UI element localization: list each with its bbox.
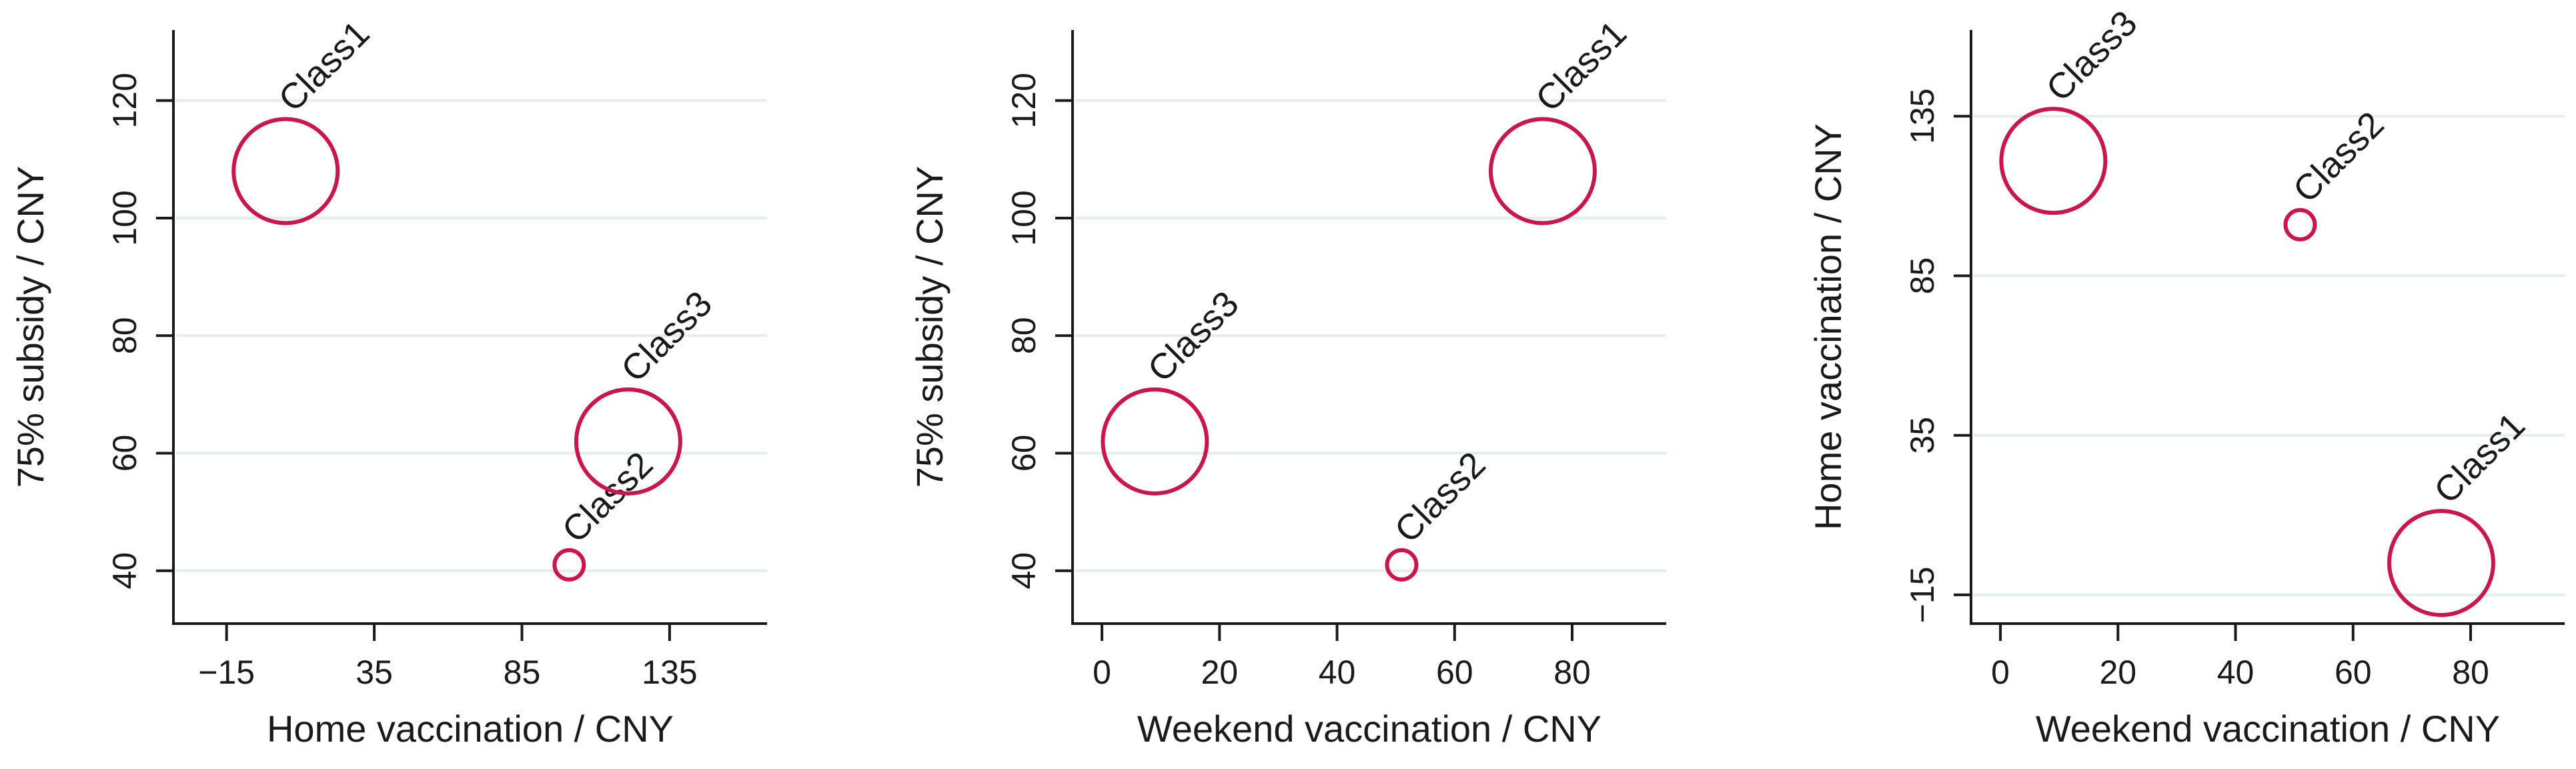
panel-3-ylabel: Home vaccination / CNY xyxy=(1807,123,1849,530)
panel-2-x-tick-label: 60 xyxy=(1436,654,1473,691)
panel-2-y-tick-label: 60 xyxy=(1005,435,1043,472)
panel-1-bubble-class2 xyxy=(552,548,586,582)
panel-2-x-tick-label: 20 xyxy=(1201,654,1238,691)
panel-3-x-tick-label: 60 xyxy=(2335,654,2372,691)
panel-1-x-tick-label: 135 xyxy=(642,654,697,691)
panel-1-x-tick-label: 35 xyxy=(356,654,393,691)
panel-2-ylabel: 75% subsidy / CNY xyxy=(908,166,950,488)
panel-3-x-tick-label: 40 xyxy=(2217,654,2255,691)
panel-2: Weekend vaccination / CNY 75% subsidy / … xyxy=(908,13,1666,750)
panel-3-x-tick-label: 80 xyxy=(2452,654,2489,691)
panel-1-label-class1: Class1 xyxy=(271,13,377,119)
panel-3-y-tick-label: −15 xyxy=(1904,567,1941,624)
panel-2-bubble-class3 xyxy=(1101,387,1209,496)
panel-1-y-tick-label: 40 xyxy=(106,552,143,590)
panel-3-label-class1: Class1 xyxy=(2427,405,2533,511)
panel-2-bubble-class2 xyxy=(1385,548,1419,582)
panel-2-y-tick-label: 40 xyxy=(1005,552,1043,590)
panel-3-xlabel: Weekend vaccination / CNY xyxy=(2036,708,2500,750)
panel-2-x-tick-label: 0 xyxy=(1093,654,1111,691)
panel-3-label-class3: Class3 xyxy=(2038,3,2144,109)
panel-1-ylabel: 75% subsidy / CNY xyxy=(9,166,51,488)
panel-2-x-tick-label: 80 xyxy=(1553,654,1591,691)
panel-3: Weekend vaccination / CNY Home vaccinati… xyxy=(1807,3,2565,750)
panel-3-y-tick-label: 35 xyxy=(1904,417,1941,454)
panel-3-label-class2: Class2 xyxy=(2286,104,2392,210)
panel-1-label-class2: Class2 xyxy=(554,444,660,550)
panel-3-x-tick-label: 0 xyxy=(1991,654,2010,691)
panel-3-y-tick-label: 85 xyxy=(1904,257,1941,295)
panel-1: Home vaccination / CNY 75% subsidy / CNY… xyxy=(9,13,767,750)
panel-2-x-tick-label: 40 xyxy=(1319,654,1356,691)
panel-2-y-tick-label: 100 xyxy=(1005,190,1043,245)
panel-2-label-class1: Class1 xyxy=(1528,13,1634,119)
panel-3-y-tick-label: 135 xyxy=(1904,88,1941,143)
panel-1-bubble-class1 xyxy=(231,117,340,225)
panel-2-label-class2: Class2 xyxy=(1387,444,1493,550)
panel-1-y-tick-label: 120 xyxy=(106,73,143,128)
panel-2-y-tick-label: 80 xyxy=(1005,317,1043,354)
panel-3-bubble-class1 xyxy=(2387,509,2495,618)
panel-3-bubble-class2 xyxy=(2283,207,2317,241)
panel-1-bubble-class3 xyxy=(574,387,682,496)
panel-2-bubble-class1 xyxy=(1488,117,1597,225)
panel-1-y-tick-label: 60 xyxy=(106,435,143,472)
panel-3-x-tick-label: 20 xyxy=(2099,654,2136,691)
panel-1-x-tick-label: 85 xyxy=(504,654,541,691)
panel-2-xlabel: Weekend vaccination / CNY xyxy=(1137,708,1601,750)
panel-3-bubble-class3 xyxy=(1999,107,2108,215)
panel-1-y-tick-label: 100 xyxy=(106,190,143,245)
panel-1-x-tick-label: −15 xyxy=(198,654,255,691)
panel-1-y-tick-label: 80 xyxy=(106,317,143,354)
panel-1-xlabel: Home vaccination / CNY xyxy=(267,708,674,750)
panel-2-y-tick-label: 120 xyxy=(1005,73,1043,128)
